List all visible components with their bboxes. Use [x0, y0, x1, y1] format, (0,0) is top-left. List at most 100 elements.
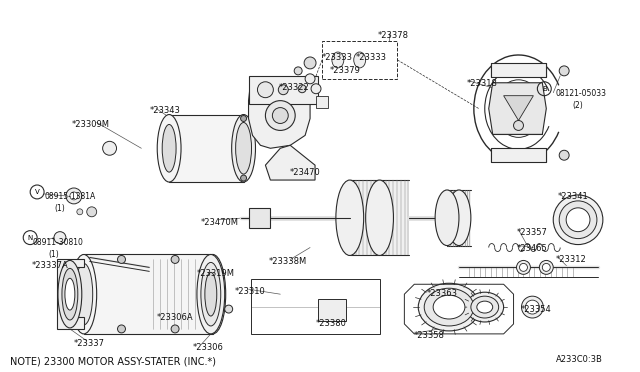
Ellipse shape [205, 264, 221, 324]
Text: *23312: *23312 [556, 256, 587, 264]
Ellipse shape [208, 274, 218, 314]
Circle shape [298, 85, 306, 93]
Ellipse shape [232, 115, 255, 182]
Circle shape [273, 108, 288, 124]
Circle shape [513, 121, 524, 131]
Ellipse shape [542, 263, 550, 271]
Circle shape [70, 192, 78, 200]
Polygon shape [504, 96, 533, 121]
Text: *23333: *23333 [322, 53, 353, 62]
Ellipse shape [71, 254, 97, 334]
Text: *23363: *23363 [427, 289, 458, 298]
Text: *23333: *23333 [356, 53, 387, 62]
Text: *23357: *23357 [516, 228, 547, 237]
Text: *23379: *23379 [330, 66, 361, 75]
Ellipse shape [477, 301, 493, 313]
Text: B: B [542, 86, 547, 92]
Text: *23343: *23343 [149, 106, 180, 115]
Text: *23318: *23318 [467, 79, 498, 88]
Ellipse shape [205, 272, 217, 316]
Circle shape [278, 85, 288, 95]
Text: (1): (1) [48, 250, 59, 259]
Ellipse shape [540, 260, 553, 274]
Ellipse shape [516, 260, 531, 274]
Bar [84, 254, 213, 334]
Bar [250, 279, 380, 334]
Circle shape [171, 325, 179, 333]
Ellipse shape [466, 292, 504, 322]
Circle shape [304, 57, 316, 69]
Ellipse shape [566, 208, 590, 232]
Bar [491, 148, 547, 162]
Text: *23306: *23306 [193, 343, 224, 352]
Text: 08915-1381A: 08915-1381A [44, 192, 95, 201]
Bar [169, 115, 244, 182]
Circle shape [66, 188, 82, 204]
Ellipse shape [354, 52, 365, 68]
Bar [248, 76, 318, 104]
Ellipse shape [520, 263, 527, 271]
Polygon shape [266, 145, 315, 180]
Ellipse shape [75, 263, 93, 325]
Bar [447, 190, 471, 246]
Polygon shape [248, 83, 310, 148]
Text: *23310: *23310 [235, 287, 266, 296]
Ellipse shape [522, 296, 543, 318]
Ellipse shape [58, 260, 82, 328]
Text: NOTE) 23300 MOTOR ASSY-STATER (INC.*): NOTE) 23300 MOTOR ASSY-STATER (INC.*) [10, 357, 216, 367]
Circle shape [118, 256, 125, 263]
Circle shape [559, 150, 569, 160]
Text: *23337: *23337 [74, 339, 105, 348]
Ellipse shape [553, 195, 603, 244]
Circle shape [171, 256, 179, 263]
Ellipse shape [162, 125, 176, 172]
Bar [316, 96, 328, 108]
Circle shape [102, 141, 116, 155]
Text: 08121-05033: 08121-05033 [556, 89, 606, 98]
Text: *23309M: *23309M [72, 121, 110, 129]
Text: (2): (2) [572, 101, 583, 110]
Text: *23380: *23380 [316, 319, 347, 328]
Text: *23338M: *23338M [268, 257, 307, 266]
Text: 08911-30810: 08911-30810 [32, 238, 83, 247]
Bar [318, 299, 346, 321]
Ellipse shape [332, 52, 344, 68]
Ellipse shape [201, 262, 221, 326]
Bar [491, 63, 547, 77]
Text: *23470: *23470 [290, 168, 321, 177]
Circle shape [207, 305, 215, 313]
Text: (1): (1) [54, 204, 65, 213]
Circle shape [257, 82, 273, 98]
Ellipse shape [424, 288, 474, 326]
Polygon shape [57, 259, 84, 329]
Text: *23337A: *23337A [32, 262, 69, 270]
Ellipse shape [65, 278, 75, 310]
Bar [248, 208, 270, 228]
Ellipse shape [62, 268, 78, 320]
Text: *23465: *23465 [516, 244, 547, 253]
Text: N: N [28, 235, 33, 241]
Ellipse shape [236, 122, 252, 174]
Text: *23319M: *23319M [197, 269, 235, 278]
Text: *23341: *23341 [558, 192, 589, 201]
Text: *23322: *23322 [278, 83, 309, 92]
Ellipse shape [435, 190, 459, 246]
Circle shape [266, 101, 295, 131]
Circle shape [241, 175, 246, 181]
Ellipse shape [365, 180, 394, 256]
Bar [350, 180, 410, 256]
Ellipse shape [157, 115, 181, 182]
Ellipse shape [433, 295, 465, 319]
Circle shape [225, 305, 233, 313]
Bar [322, 41, 397, 79]
Circle shape [311, 84, 321, 94]
Ellipse shape [447, 190, 471, 246]
Text: *23354: *23354 [520, 305, 551, 314]
Circle shape [559, 66, 569, 76]
Text: V: V [35, 189, 40, 195]
Text: *23358: *23358 [413, 331, 444, 340]
Text: *23378: *23378 [378, 31, 408, 40]
Circle shape [87, 207, 97, 217]
Text: A233C0:3B: A233C0:3B [556, 355, 603, 364]
Circle shape [305, 74, 315, 84]
